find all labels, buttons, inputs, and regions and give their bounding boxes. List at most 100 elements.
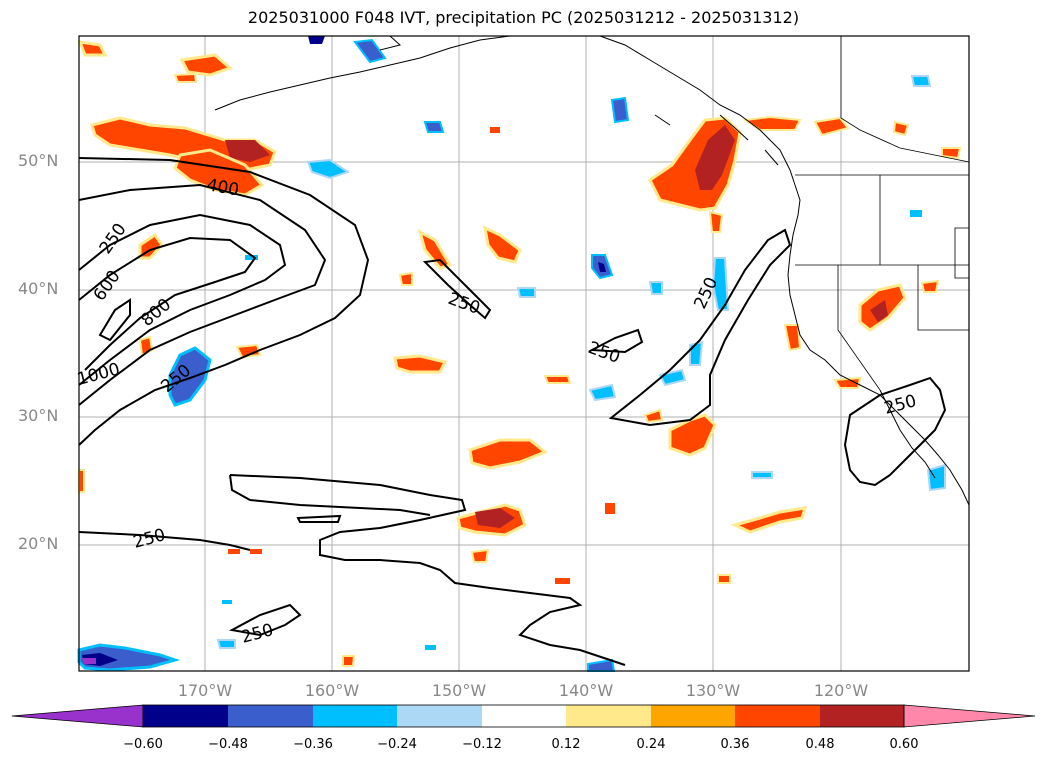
precip-blob xyxy=(77,40,108,57)
precip-blob xyxy=(605,503,615,514)
ivt-contour-250-f xyxy=(588,328,644,354)
baja-coast xyxy=(879,389,936,479)
alaska-coast-south xyxy=(599,35,796,186)
lon-label-160w: 160°W xyxy=(304,681,360,700)
lon-label-150w: 150°W xyxy=(431,681,487,700)
colorbar-segment xyxy=(566,705,651,727)
colorbar-segment xyxy=(482,705,566,727)
precip-neg-blob xyxy=(216,639,236,649)
coastlines xyxy=(214,35,970,506)
colorbar-segment xyxy=(397,705,482,727)
precip-blob xyxy=(695,125,735,190)
ivt-contour-250-h xyxy=(78,474,626,666)
precip-blob xyxy=(717,574,731,584)
colorbar-tick: −0.12 xyxy=(462,737,502,752)
precip-blob xyxy=(833,376,862,389)
bc-coast xyxy=(789,184,801,256)
precip-blob xyxy=(225,140,270,162)
precip-blob xyxy=(892,120,910,137)
map-title: 2025031000 F048 IVT, precipitation PC (2… xyxy=(247,8,800,27)
precip-neg-blob xyxy=(308,36,325,44)
precip-blob xyxy=(490,127,500,133)
precip-blob xyxy=(555,578,570,584)
precip-blob xyxy=(179,53,233,77)
colorbar-tick: 0.36 xyxy=(720,737,750,752)
colorbar-tick: 0.60 xyxy=(889,737,919,752)
precip-neg-blob xyxy=(751,471,773,479)
political-borders xyxy=(795,36,970,391)
precip-neg-blob xyxy=(598,262,606,272)
us-west-coast xyxy=(787,254,970,506)
precip-blob xyxy=(342,655,356,667)
precip-positive-areas xyxy=(77,40,962,667)
lat-label-30n: 30°N xyxy=(18,406,59,425)
ivt-contours xyxy=(78,157,947,666)
lat-label-50n: 50°N xyxy=(18,151,59,170)
precip-blob xyxy=(941,147,962,160)
state-borders xyxy=(795,175,970,391)
precip-blob xyxy=(250,549,262,554)
ivt-contour-400 xyxy=(78,183,327,406)
precip-neg-blob xyxy=(353,38,387,64)
colorbar-segment xyxy=(735,705,820,727)
lat-label-40n: 40°N xyxy=(18,279,59,298)
precip-blob xyxy=(475,508,515,528)
precip-neg-blob xyxy=(910,210,922,217)
precip-neg-blob xyxy=(910,75,932,87)
ivt-contour-800 xyxy=(78,236,257,371)
colorbar-outline xyxy=(142,704,905,728)
ivt-contour-250-e xyxy=(608,228,792,427)
precip-blob xyxy=(173,72,198,83)
colorbar-tick: 0.24 xyxy=(636,737,666,752)
ivt-contour-600 xyxy=(78,213,287,386)
alaska-coast xyxy=(214,35,511,111)
colorbar-tick: −0.36 xyxy=(293,737,333,752)
precip-blob xyxy=(393,354,448,374)
precip-blob xyxy=(398,271,413,286)
ivt-contour-250-k xyxy=(296,514,342,523)
colorbar xyxy=(11,704,1036,728)
colorbar-segment xyxy=(313,705,397,727)
precip-blob xyxy=(235,343,262,359)
lon-label-120w: 120°W xyxy=(813,681,869,700)
ivt-contour-250-j xyxy=(229,474,431,516)
precip-blob xyxy=(470,548,490,563)
precip-neg-blob xyxy=(423,121,445,133)
precip-blob xyxy=(870,300,888,322)
precip-blob xyxy=(483,225,522,264)
precip-blob xyxy=(417,229,453,270)
colorbar-segment xyxy=(651,705,735,727)
island-coasts xyxy=(379,35,779,166)
colorbar-segment xyxy=(143,705,228,727)
precip-neg-blob xyxy=(222,600,232,604)
lon-label-130w: 130°W xyxy=(685,681,741,700)
colorbar-segment xyxy=(228,705,313,727)
colorbar-tick: −0.24 xyxy=(377,737,417,752)
precip-neg-blob xyxy=(926,463,946,492)
alaska-canada-border xyxy=(840,36,970,163)
colorbar-tick: 0.12 xyxy=(551,737,581,752)
ivt-contour-1000 xyxy=(98,298,131,342)
precip-blob xyxy=(468,438,548,470)
ivt-contour-250-l xyxy=(843,376,947,487)
precip-negative-areas xyxy=(77,36,946,672)
precip-blob xyxy=(730,506,808,534)
precip-blob xyxy=(708,210,724,233)
precip-blob xyxy=(813,116,850,137)
colorbar-arrow-high xyxy=(903,704,1036,728)
lat-label-20n: 20°N xyxy=(18,534,59,553)
precip-blob xyxy=(228,549,240,554)
precip-blob xyxy=(543,375,572,384)
ivt-contour-250-g xyxy=(422,258,492,320)
colorbar-tick: 0.48 xyxy=(805,737,835,752)
precip-neg-blob xyxy=(306,158,351,180)
precip-neg-blob xyxy=(168,346,212,407)
ivt-contour-250 xyxy=(78,157,370,446)
precip-neg-blob xyxy=(648,281,663,295)
lon-label-170w: 170°W xyxy=(177,681,233,700)
precip-blob xyxy=(173,148,265,197)
precip-blob xyxy=(783,324,802,352)
lon-label-140w: 140°W xyxy=(558,681,614,700)
precip-neg-blob xyxy=(516,287,536,298)
